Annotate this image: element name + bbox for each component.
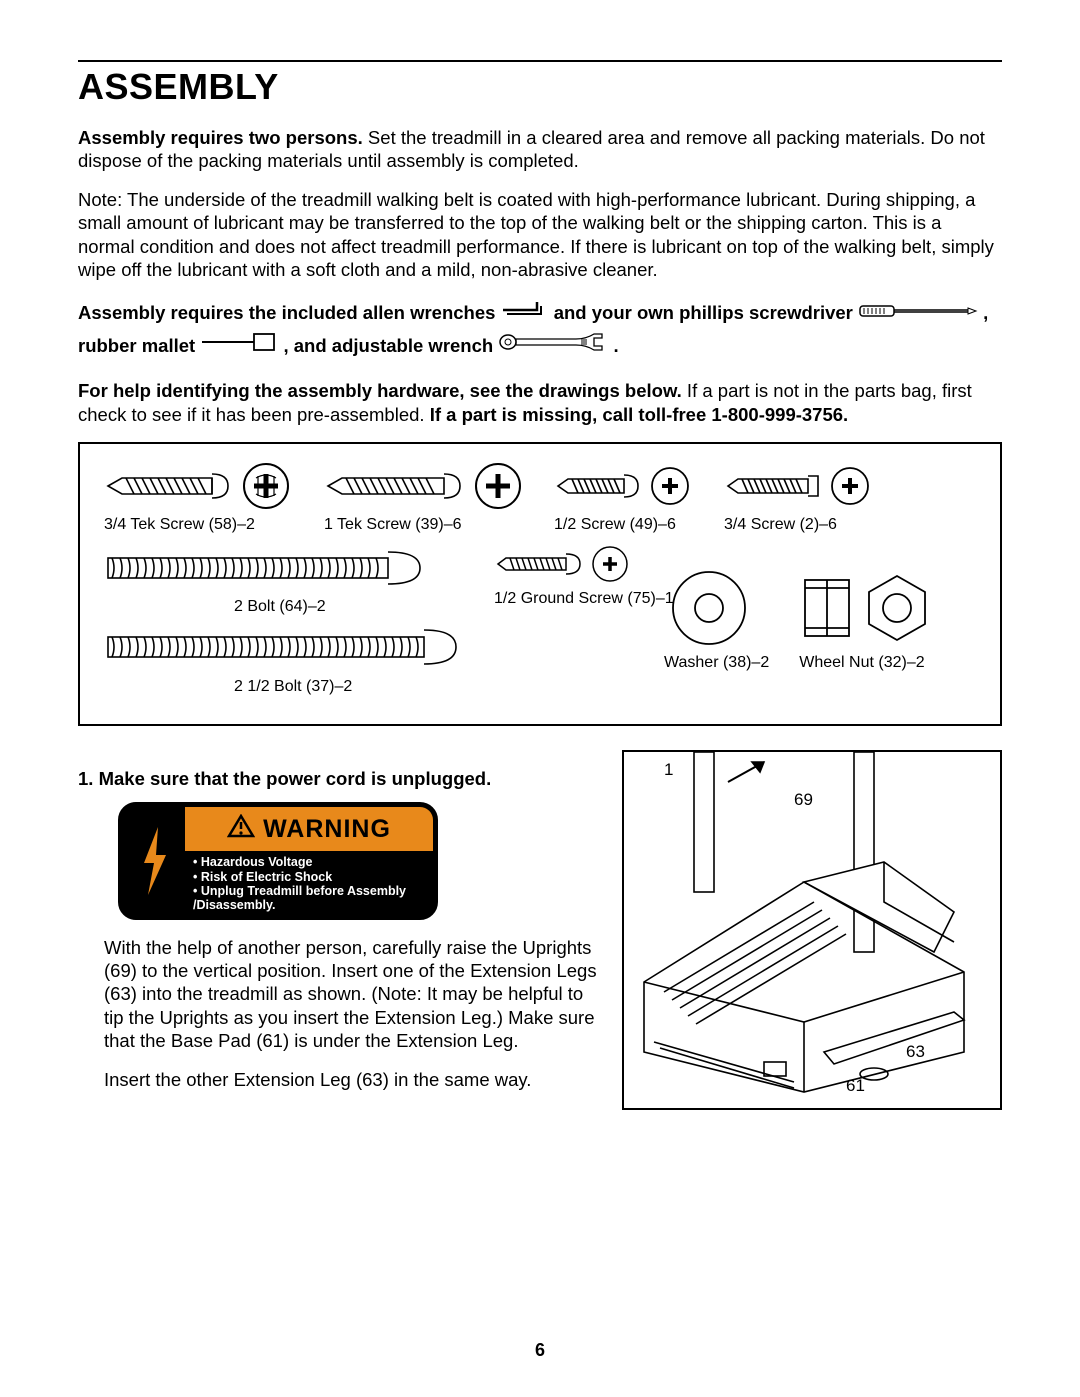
ground-screw-icon [494, 544, 634, 584]
tools-paragraph: Assembly requires the included allen wre… [78, 297, 1002, 364]
hardware-row-1: 3/4 Tek Screw (58)–2 1 Tek Screw (39)–6 [104, 462, 976, 534]
hardware-item: Washer (38)–2 [664, 568, 769, 672]
diagram-label-1: 1 [664, 760, 673, 780]
hardware-item: 3/4 Tek Screw (58)–2 [104, 462, 294, 534]
warning-label: WARNING Hazardous Voltage Risk of Electr… [118, 802, 438, 920]
step-1-body-2: Insert the other Extension Leg (63) in t… [104, 1068, 602, 1091]
step-1-row: 1. Make sure that the power cord is unpl… [78, 750, 1002, 1110]
step-1-heading-text: Make sure that the power cord is unplugg… [99, 768, 492, 789]
hardware-item: 1 Tek Screw (39)–6 [324, 462, 524, 534]
bolt-2-5-icon [104, 622, 464, 672]
step-1-text-column: 1. Make sure that the power cord is unpl… [78, 750, 602, 1110]
step-1-diagram: 1 69 63 61 [622, 750, 1002, 1110]
hardware-label: 1/2 Ground Screw (75)–1 [494, 590, 624, 608]
wheel-nut-icon [799, 568, 939, 648]
warning-header: WARNING [185, 807, 433, 851]
warning-body: Hazardous Voltage Risk of Electric Shock… [185, 851, 433, 917]
warning-triangle-icon [227, 814, 255, 845]
tools-seg2: and your own phillips screwdriver [554, 302, 853, 323]
help-bold2: If a part is missing, call toll-free 1-8… [430, 404, 849, 425]
tools-seg4: , and adjustable wrench [283, 335, 493, 356]
tools-seg5: . [613, 335, 618, 356]
warning-title: WARNING [263, 815, 391, 844]
tek-screw-1-icon [324, 462, 524, 510]
washer-icon [664, 568, 754, 648]
tools-seg1: Assembly requires the included allen wre… [78, 302, 495, 323]
step-1-diagram-column: 1 69 63 61 [622, 750, 1002, 1110]
intro-paragraph-1: Assembly requires two persons. Set the t… [78, 126, 1002, 172]
bolt-2-icon [104, 544, 434, 592]
hardware-label: 2 1/2 Bolt (37)–2 [234, 678, 352, 696]
hardware-item: Wheel Nut (32)–2 [799, 568, 939, 672]
hardware-box: 3/4 Tek Screw (58)–2 1 Tek Screw (39)–6 [78, 442, 1002, 726]
tek-screw-3-4-icon [104, 462, 294, 510]
warning-label-wrap: WARNING Hazardous Voltage Risk of Electr… [118, 802, 602, 920]
allen-wrench-icon [501, 298, 549, 329]
screwdriver-icon [858, 298, 978, 329]
help-paragraph: For help identifying the assembly hardwa… [78, 379, 1002, 425]
mallet-icon [200, 331, 278, 362]
hardware-label: 1/2 Screw (49)–6 [554, 516, 676, 534]
hardware-label: 3/4 Tek Screw (58)–2 [104, 516, 255, 534]
hardware-item: 1/2 Ground Screw (75)–1 [494, 544, 634, 608]
diagram-label-63: 63 [906, 1042, 925, 1062]
page-number: 6 [0, 1340, 1080, 1361]
hardware-item: 2 Bolt (64)–2 [104, 544, 464, 616]
warning-line: Risk of Electric Shock [193, 870, 429, 884]
help-bold1: For help identifying the assembly hardwa… [78, 380, 682, 401]
step-1-heading: 1. Make sure that the power cord is unpl… [78, 768, 602, 790]
hardware-label: 3/4 Screw (2)–6 [724, 516, 837, 534]
hardware-label: Washer (38)–2 [664, 654, 769, 672]
diagram-label-69: 69 [794, 790, 813, 810]
hardware-item: 2 1/2 Bolt (37)–2 [104, 622, 464, 696]
intro-lead-bold: Assembly requires two persons. [78, 127, 363, 148]
diagram-label-61: 61 [846, 1076, 865, 1096]
hardware-item: 1/2 Screw (49)–6 [554, 462, 694, 534]
hardware-item: 3/4 Screw (2)–6 [724, 462, 874, 534]
warning-bolt-icon [123, 807, 185, 915]
warning-line: Unplug Treadmill before Assembly /Disass… [193, 884, 429, 913]
hardware-label: Wheel Nut (32)–2 [799, 654, 924, 672]
warning-line: Hazardous Voltage [193, 855, 429, 869]
adjustable-wrench-icon [498, 330, 608, 363]
screw-1-2-icon [554, 462, 694, 510]
hardware-label: 1 Tek Screw (39)–6 [324, 516, 462, 534]
intro-note: Note: The underside of the treadmill wal… [78, 188, 1002, 281]
step-1-number: 1. [78, 768, 93, 789]
hardware-row-2: 2 Bolt (64)–2 2 1/2 Bolt (37)–2 [104, 544, 976, 696]
hardware-label: 2 Bolt (64)–2 [234, 598, 326, 616]
screw-3-4-icon [724, 462, 874, 510]
page-title: ASSEMBLY [78, 66, 1002, 108]
step-1-body-1: With the help of another person, careful… [104, 936, 602, 1052]
rule-top [78, 60, 1002, 62]
